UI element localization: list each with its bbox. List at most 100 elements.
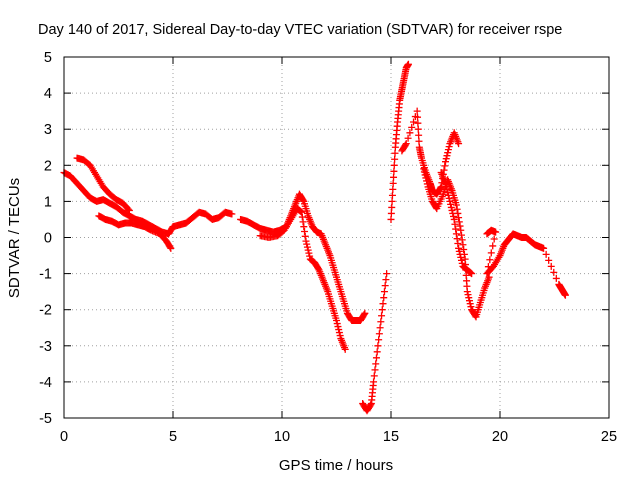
- data-point: [457, 231, 465, 239]
- data-point: [415, 137, 423, 145]
- data-point: [379, 300, 387, 308]
- data-point: [302, 237, 310, 245]
- data-point: [301, 232, 309, 240]
- data-point: [443, 152, 451, 160]
- data-point: [377, 318, 385, 326]
- data-point: [487, 249, 495, 257]
- data-point: [420, 168, 428, 176]
- x-tick-label: 20: [492, 429, 508, 445]
- y-tick-label: -1: [39, 267, 52, 283]
- data-point: [540, 244, 548, 252]
- data-point: [465, 294, 473, 302]
- x-axis-label: GPS time / hours: [279, 457, 393, 474]
- data-point: [388, 191, 396, 199]
- data-point: [490, 235, 498, 243]
- data-point: [370, 372, 378, 380]
- data-point: [341, 345, 349, 353]
- y-tick-label: 4: [44, 86, 52, 102]
- data-point: [388, 197, 396, 205]
- data-point: [450, 215, 458, 223]
- data-point: [455, 140, 463, 148]
- data-point: [486, 256, 494, 264]
- y-tick-label: 0: [44, 231, 52, 247]
- data-point: [383, 270, 391, 278]
- data-point: [414, 113, 422, 121]
- data-point: [390, 161, 398, 169]
- data-point: [304, 246, 312, 254]
- x-tick-label: 0: [60, 429, 68, 445]
- data-point: [335, 326, 343, 334]
- data-point: [298, 213, 306, 221]
- y-tick-label: 2: [44, 158, 52, 174]
- data-point: [389, 185, 397, 193]
- data-point: [458, 236, 466, 244]
- data-point: [303, 240, 311, 248]
- data-point: [391, 155, 399, 163]
- data-point: [391, 149, 399, 157]
- data-point: [455, 247, 463, 255]
- data-point: [306, 252, 314, 260]
- data-point: [460, 250, 468, 258]
- data-point: [314, 265, 322, 273]
- data-point: [485, 273, 493, 281]
- data-point: [371, 366, 379, 374]
- data-point: [333, 320, 341, 328]
- data-point: [408, 123, 416, 131]
- data-point: [301, 227, 309, 235]
- data-point: [489, 242, 497, 250]
- data-point: [372, 360, 380, 368]
- data-point: [561, 291, 569, 299]
- x-tick-label: 25: [601, 429, 617, 445]
- data-point: [444, 149, 452, 157]
- data-point: [464, 291, 472, 299]
- data-point: [228, 210, 236, 218]
- data-point: [378, 306, 386, 314]
- data-point: [423, 180, 431, 188]
- chart-title: Day 140 of 2017, Sidereal Day-to-day VTE…: [38, 22, 562, 38]
- data-point: [457, 253, 465, 261]
- data-point: [455, 218, 463, 226]
- data-point: [468, 270, 476, 278]
- data-point: [542, 250, 550, 258]
- y-tick-label: 1: [44, 194, 52, 210]
- y-tick-label: -5: [39, 411, 52, 427]
- data-point: [402, 141, 410, 149]
- data-point: [124, 205, 132, 213]
- data-point: [552, 274, 560, 282]
- data-point: [414, 119, 422, 127]
- data-point: [466, 300, 474, 308]
- data-point: [451, 220, 459, 228]
- data-point: [375, 336, 383, 344]
- data-point: [454, 209, 462, 217]
- data-point: [406, 129, 414, 137]
- y-tick-label: 3: [44, 122, 52, 138]
- data-point: [389, 179, 397, 187]
- data-point: [445, 143, 453, 151]
- data-point: [452, 225, 460, 233]
- data-point: [459, 241, 467, 249]
- data-point: [471, 312, 479, 320]
- data-point: [300, 223, 308, 231]
- data-point: [449, 212, 457, 220]
- data-point: [299, 218, 307, 226]
- data-point: [414, 125, 422, 133]
- data-point: [303, 243, 311, 251]
- data-point: [388, 203, 396, 211]
- x-tick-label: 15: [383, 429, 399, 445]
- data-point: [467, 303, 475, 311]
- data-point: [458, 259, 466, 267]
- data-point: [492, 228, 500, 236]
- y-tick-label: 5: [44, 50, 52, 66]
- data-point: [457, 256, 465, 264]
- data-point: [422, 174, 430, 182]
- data-point: [420, 165, 428, 173]
- data-point: [376, 324, 384, 332]
- y-tick-label: -4: [39, 375, 52, 391]
- data-point: [404, 60, 412, 68]
- data-point: [421, 171, 429, 179]
- data-point: [375, 330, 383, 338]
- data-point: [387, 209, 395, 217]
- data-point: [447, 203, 455, 211]
